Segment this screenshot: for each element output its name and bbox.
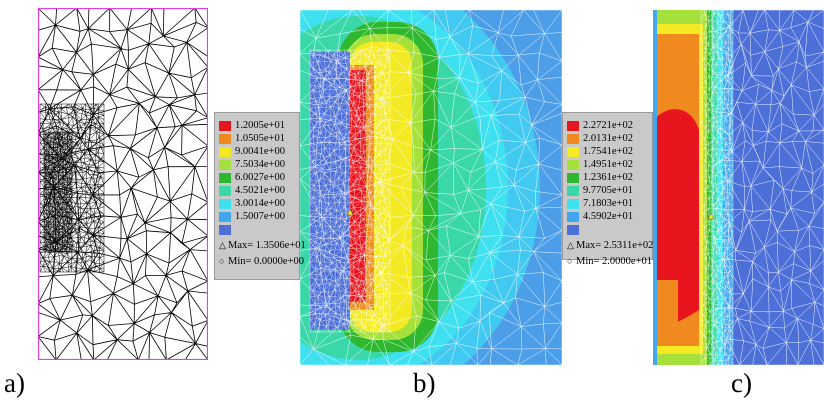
legend-value: 1.7541e+02: [583, 146, 633, 157]
legend-b: 1.2005e+01 1.0505e+01 9.0041e+00 7.5034e+00…: [214, 112, 306, 280]
legend-entry: 4.5021e+00: [219, 184, 295, 197]
legend-value: 2.2721e+02: [583, 120, 633, 131]
legend-swatch: [567, 172, 579, 183]
legend-entry: 3.0014e+00: [219, 197, 295, 210]
legend-swatch: [219, 185, 231, 196]
mesh-panel: [38, 8, 208, 360]
legend-value: 3.0014e+00: [235, 198, 285, 209]
contour-drawing-b: [300, 10, 562, 365]
legend-entry: 2.2721e+02: [567, 119, 648, 132]
mesh-lines: [700, 10, 734, 365]
legend-value: 1.2005e+01: [235, 120, 285, 131]
legend-entry: 1.0505e+01: [219, 132, 295, 145]
legend-value: 1.0505e+01: [235, 133, 285, 144]
legend-max-text: Max= 1.3506e+01: [228, 240, 306, 251]
contour-panel-c: [653, 10, 824, 365]
legend-c: 2.2721e+02 2.0131e+02 1.7541e+02 1.4951e+02…: [562, 112, 654, 267]
legend-entry: 1.2361e+02: [567, 171, 648, 184]
legend-swatch: [219, 159, 231, 170]
legend-entry: 1.2005e+01: [219, 119, 295, 132]
legend-swatch: [567, 198, 579, 209]
legend-max-text: Max= 2.5311e+02: [576, 240, 654, 251]
mesh-lines: [309, 49, 391, 333]
legend-entry: [567, 223, 648, 236]
legend-swatch: [219, 120, 231, 131]
legend-entry: 9.7705e+01: [567, 184, 648, 197]
legend-value: 1.4951e+02: [583, 159, 633, 170]
legend-swatch: [567, 133, 579, 144]
legend-swatch: [219, 133, 231, 144]
legend-swatch: [219, 146, 231, 157]
legend-value: 6.0027e+00: [235, 172, 285, 183]
legend-swatch: [567, 224, 579, 235]
panel-label-a: a): [4, 368, 25, 398]
max-marker: [707, 212, 715, 220]
legend-entry: 7.1803e+01: [567, 197, 648, 210]
legend-min: ○ Min= 2.0000e+01: [567, 256, 653, 267]
legend-max: △ Max= 2.5311e+02: [567, 240, 654, 251]
legend-value: 9.7705e+01: [583, 185, 633, 196]
contour-drawing-c: [653, 10, 824, 365]
legend-swatch: [567, 159, 579, 170]
legend-entry: 7.5034e+00: [219, 158, 295, 171]
legend-swatch: [567, 211, 579, 222]
legend-min: ○ Min= 0.0000e+00: [219, 256, 305, 267]
mesh-lines: [43, 131, 73, 253]
panel-label-b: b): [413, 368, 436, 398]
legend-swatch: [219, 172, 231, 183]
legend-swatch: [567, 185, 579, 196]
legend-entry: 1.5007e+00: [219, 210, 295, 223]
panel-label-c: c): [731, 368, 752, 398]
legend-min-text: Min= 0.0000e+00: [228, 256, 305, 267]
legend-value: 1.2361e+02: [583, 172, 633, 183]
legend-entry: 1.7541e+02: [567, 145, 648, 158]
mesh-lines: [38, 8, 208, 360]
legend-entry: 6.0027e+00: [219, 171, 295, 184]
legend-swatch: [219, 211, 231, 222]
legend-value: 1.5007e+00: [235, 211, 285, 222]
legend-swatch: [219, 198, 231, 209]
legend-value: 2.0131e+02: [583, 133, 633, 144]
legend-swatch: [567, 146, 579, 157]
legend-min-text: Min= 2.0000e+01: [576, 256, 653, 267]
legend-value: 4.5902e+01: [583, 211, 633, 222]
max-marker: [346, 208, 354, 216]
legend-value: 4.5021e+00: [235, 185, 285, 196]
legend-value: 9.0041e+00: [235, 146, 285, 157]
legend-max: △ Max= 1.3506e+01: [219, 240, 306, 251]
legend-entry: 4.5902e+01: [567, 210, 648, 223]
mesh-drawing: [38, 8, 208, 360]
legend-entry: 9.0041e+00: [219, 145, 295, 158]
legend-swatch: [567, 120, 579, 131]
legend-swatch: [219, 224, 231, 235]
domain-boundary: [38, 8, 208, 360]
legend-entry: [219, 223, 295, 236]
legend-entry: 1.4951e+02: [567, 158, 648, 171]
legend-value: 7.5034e+00: [235, 159, 285, 170]
legend-value: 7.1803e+01: [583, 198, 633, 209]
legend-entry: 2.0131e+02: [567, 132, 648, 145]
contour-panel-b: [300, 10, 562, 365]
